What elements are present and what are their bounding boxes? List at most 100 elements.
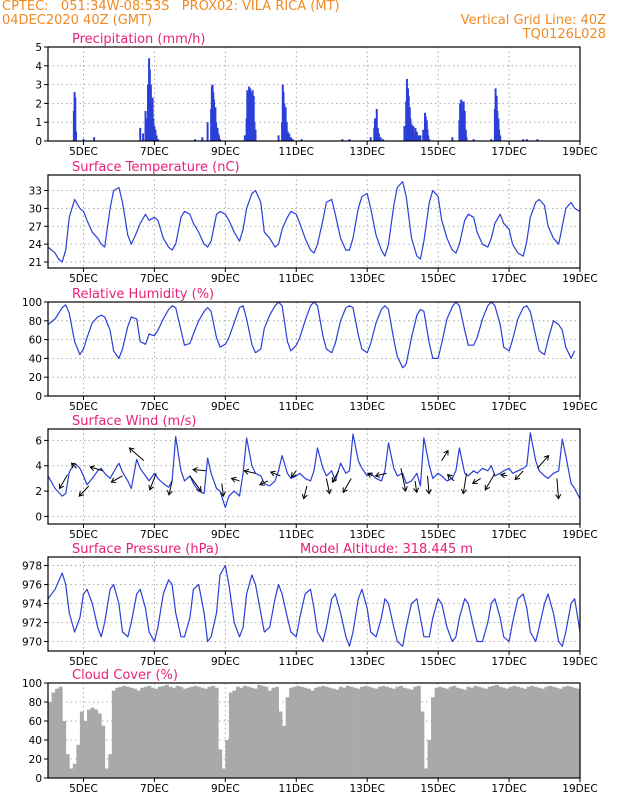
header-model-id: TQ0126L028 <box>522 27 606 42</box>
temp-ytick-label-1: 24 <box>29 239 43 251</box>
cloud-bar-75 <box>314 687 318 778</box>
cloud-bar-14 <box>97 713 102 778</box>
precip-bar-64 <box>369 137 372 141</box>
precip-bar-69 <box>376 127 379 141</box>
cloud-bar-101 <box>406 688 411 778</box>
cloud-ytick-label-0: 0 <box>35 773 42 785</box>
cloud-bar-34 <box>168 686 173 778</box>
humidity-xtick-label-3: 11DEC <box>279 401 314 413</box>
precip-bar-6 <box>139 127 142 141</box>
precip-bar-45 <box>251 90 254 141</box>
wind-vector-head-3 <box>89 465 96 472</box>
wind-vector-head-12 <box>243 468 250 475</box>
precip-bar-14 <box>150 103 153 141</box>
cloud-bar-39 <box>186 687 191 778</box>
cloud-bar-12 <box>90 707 95 778</box>
wind-vector-15 <box>291 470 297 478</box>
cloud-bar-107 <box>427 740 432 778</box>
precip-bar-99 <box>460 101 463 141</box>
precip-bar-94 <box>428 139 431 141</box>
precip-xtick-label-7: 19DEC <box>562 146 597 158</box>
cloud-bar-95 <box>384 686 389 778</box>
precip-bar-2 <box>74 97 77 141</box>
cloud-bar-79 <box>328 687 333 778</box>
temp-ytick-label-3: 30 <box>29 203 42 215</box>
humidity-xtick-label-6: 17DEC <box>491 401 526 413</box>
precip-bar-55 <box>284 107 287 141</box>
cloud-bar-51 <box>228 692 233 778</box>
precip-bar-10 <box>147 84 150 141</box>
precip-bar-46 <box>252 95 255 141</box>
cloud-bar-38 <box>182 688 187 778</box>
precip-bar-22 <box>201 137 204 141</box>
cloud-bar-144 <box>558 688 563 778</box>
wind-vector-head-5 <box>128 447 135 453</box>
humidity-xtick-label-1: 7DEC <box>140 401 169 413</box>
cloud-bar-13 <box>94 709 99 778</box>
cloud-bar-85 <box>349 686 354 778</box>
temp-xtick-label-2: 9DEC <box>211 273 240 285</box>
wind-vector-33 <box>556 478 560 499</box>
wind-title: Surface Wind (m/s) <box>72 414 196 429</box>
precip-bar-21 <box>194 139 197 141</box>
cloud-bar-1 <box>51 692 56 778</box>
cloud-bar-18 <box>111 690 116 778</box>
precip-xtick-label-5: 15DEC <box>420 146 455 158</box>
wind-xtick-label-6: 17DEC <box>491 529 526 541</box>
wind-xtick-label-2: 9DEC <box>211 529 240 541</box>
precip-bar-57 <box>286 131 289 141</box>
cloud-bar-141 <box>548 685 553 778</box>
precip-bar-62 <box>341 139 344 141</box>
temp-xtick-label-5: 15DEC <box>420 273 455 285</box>
humidity-series-line <box>47 301 576 369</box>
precip-bar-101 <box>462 101 465 141</box>
cloud-bar-32 <box>161 685 166 778</box>
pressure-ytick-label-0: 970 <box>22 637 42 649</box>
precip-bar-115 <box>525 139 528 141</box>
cloud-bar-71 <box>299 686 304 778</box>
precip-xtick-label-3: 11DEC <box>279 146 314 158</box>
temp-title: Surface Temperature (nC) <box>72 160 240 175</box>
cloud-bar-145 <box>562 686 567 778</box>
cloud-xtick-label-7: 19DEC <box>562 783 597 795</box>
cloud-bar-82 <box>338 686 343 778</box>
cloud-bar-56 <box>246 686 251 778</box>
cloud-bar-54 <box>239 687 244 778</box>
cloud-bar-70 <box>296 685 301 778</box>
cloud-bar-19 <box>115 687 120 778</box>
pressure-ytick-label-2: 974 <box>22 599 42 611</box>
precip-bar-88 <box>422 129 425 141</box>
wind-vector-23 <box>414 480 418 493</box>
precip-bar-12 <box>148 69 151 141</box>
header-station-line: CPTEC: 051:34W-08:53S PROX02: VILA RICA … <box>2 0 340 14</box>
cloud-bar-138 <box>537 687 542 778</box>
precip-bar-97 <box>459 103 462 141</box>
precip-bar-84 <box>414 127 417 141</box>
wind-vector-head-32 <box>543 454 550 461</box>
cloud-bar-124 <box>487 686 492 778</box>
precip-bar-85 <box>415 131 418 141</box>
precip-bar-114 <box>522 139 525 141</box>
cloud-bar-50 <box>225 740 230 778</box>
humidity-xtick-label-5: 15DEC <box>420 401 455 413</box>
cloud-bar-105 <box>420 711 425 778</box>
cloud-bar-16 <box>104 768 109 778</box>
cloud-bar-116 <box>459 688 464 778</box>
precip-bar-39 <box>246 90 249 141</box>
wind-vector-head-9 <box>192 466 198 473</box>
wind-vector-18 <box>332 470 340 483</box>
wind-xtick-label-5: 15DEC <box>420 529 455 541</box>
wind-xtick-label-3: 11DEC <box>279 529 314 541</box>
cloud-bar-6 <box>69 768 74 778</box>
cloud-bar-2 <box>55 688 60 778</box>
cloud-bar-27 <box>143 686 148 778</box>
precip-bar-108 <box>494 88 497 141</box>
wind-vector-head-13 <box>259 480 265 486</box>
cloud-bar-143 <box>555 687 560 778</box>
wind-vector-16 <box>303 485 308 499</box>
cloud-bar-127 <box>498 686 503 778</box>
cloud-bar-25 <box>136 690 141 778</box>
cloud-bar-136 <box>530 685 535 778</box>
wind-vector-head-29 <box>484 484 490 491</box>
